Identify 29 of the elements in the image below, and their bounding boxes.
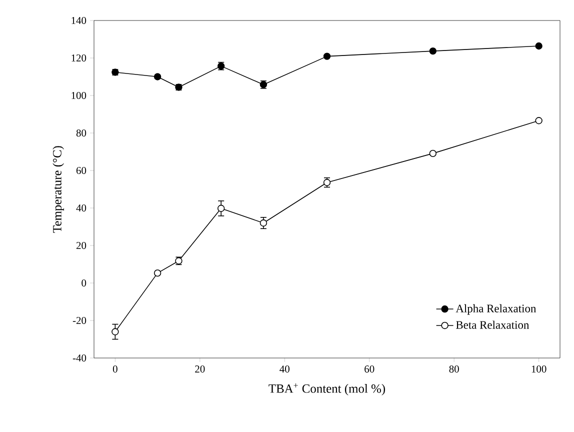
x-tick-label: 60	[364, 366, 374, 373]
point	[535, 42, 542, 50]
point	[112, 328, 119, 336]
point	[217, 204, 225, 212]
y-tick-label: -20	[72, 316, 86, 324]
y-tick-label: 100	[72, 92, 86, 100]
y-tick-label: 0	[82, 279, 86, 287]
y-tick-label: 60	[76, 166, 86, 174]
y-tick-label: 120	[72, 54, 86, 62]
point	[260, 219, 268, 227]
y-tick-label: 80	[76, 129, 86, 137]
point	[154, 269, 162, 277]
y-tick-label: 20	[76, 242, 86, 250]
legend-label: Alpha Relaxation	[456, 304, 536, 315]
x-tick-label: 100	[532, 366, 546, 373]
point	[429, 150, 437, 158]
x-tick-label: 80	[449, 366, 459, 373]
y-tick-label: 40	[76, 204, 86, 212]
point	[535, 117, 542, 124]
y-tick-label: -40	[72, 354, 86, 362]
x-axis-title: TBA$^{+}$ Content (mol %)	[268, 383, 386, 396]
y-tick-label: 140	[72, 16, 86, 24]
x-tick-label: 0	[112, 366, 118, 373]
x-tick-label: 20	[195, 366, 205, 373]
legend-label: Beta Relaxation	[456, 320, 530, 329]
x-tick-label: 40	[280, 366, 290, 373]
point	[429, 47, 437, 55]
y-axis-title: Temperature (°C)	[52, 146, 64, 233]
point	[323, 52, 331, 60]
